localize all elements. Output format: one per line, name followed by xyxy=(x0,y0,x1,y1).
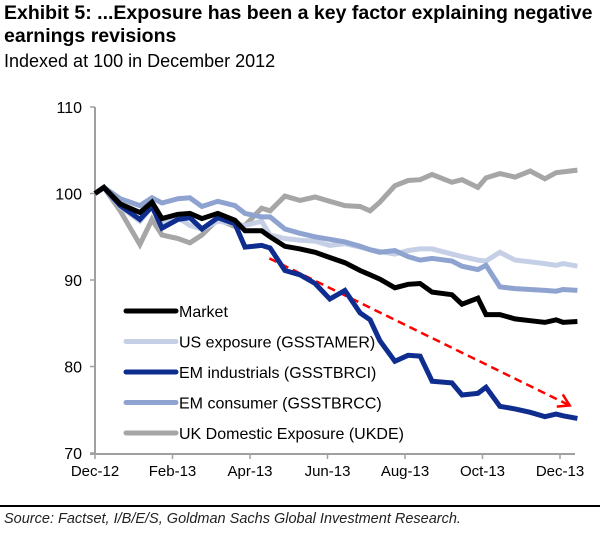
y-tick-label: 70 xyxy=(64,446,82,463)
series-line-market xyxy=(93,184,578,325)
legend-label: US exposure (GSSTAMER) xyxy=(179,335,375,352)
series-line-uk-domestic-exposure xyxy=(93,167,578,250)
source-divider xyxy=(0,505,600,507)
y-tick-label: 80 xyxy=(64,360,82,377)
axes: 70 80 90 100 110 Dec-12 Feb-13 Apr-13 Jun-13 Aug-… xyxy=(55,100,584,480)
chart-title: Exhibit 5: ...Exposure has been a key fa… xyxy=(4,2,593,47)
annotations xyxy=(268,257,572,408)
line-chart: 70 80 90 100 110 Dec-12 Feb-13 Apr-13 Jun-13 Aug-… xyxy=(55,100,584,480)
trend-arrow-head xyxy=(556,393,572,408)
x-tick-label: Aug-13 xyxy=(381,463,429,480)
legend-label: EM industrials (GSSTBRCI) xyxy=(179,365,376,382)
x-tick-label: Dec-13 xyxy=(536,463,584,480)
legend-label: UK Domestic Exposure (UKDE) xyxy=(179,426,404,443)
chart-subtitle: Indexed at 100 in December 2012 xyxy=(4,51,276,71)
series-line-em-industrials xyxy=(93,184,578,421)
legend-item: Market xyxy=(123,304,228,321)
x-tick-label: Apr-13 xyxy=(227,463,272,480)
legend-item: UK Domestic Exposure (UKDE) xyxy=(123,426,404,443)
legend-item: EM consumer (GSSTBRCC) xyxy=(123,396,382,413)
y-tick-label: 100 xyxy=(55,187,82,204)
source-note: Source: Factset, I/B/E/S, Goldman Sachs … xyxy=(4,511,461,527)
legend-label: Market xyxy=(179,304,228,321)
legend: Market US exposure (GSSTAMER) EM industria… xyxy=(123,304,404,443)
trend-arrow-line xyxy=(268,257,571,407)
series-lines xyxy=(93,167,578,421)
legend-item: EM industrials (GSSTBRCI) xyxy=(123,365,376,382)
x-tick-label: Feb-13 xyxy=(149,463,197,480)
x-tick-label: Oct-13 xyxy=(460,463,505,480)
legend-label: EM consumer (GSSTBRCC) xyxy=(179,396,382,413)
y-tick-label: 90 xyxy=(64,273,82,290)
x-tick-label: Dec-12 xyxy=(71,463,119,480)
series-line-em-consumer xyxy=(93,184,578,294)
x-tick-label: Jun-13 xyxy=(305,463,351,480)
legend-item: US exposure (GSSTAMER) xyxy=(123,335,375,352)
y-tick-label: 110 xyxy=(56,100,82,117)
